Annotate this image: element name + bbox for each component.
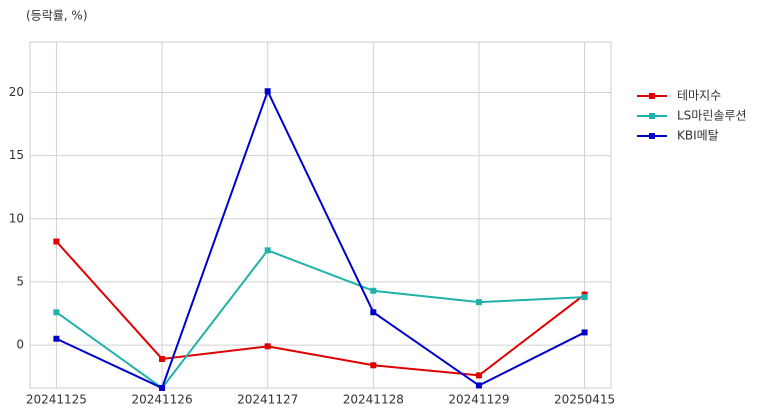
point bbox=[581, 294, 588, 301]
point bbox=[475, 382, 482, 389]
point bbox=[264, 247, 271, 254]
series-line bbox=[55, 88, 586, 390]
legend-label: 테마지수 bbox=[677, 89, 721, 103]
legend-marker bbox=[649, 93, 655, 99]
legend-label: LS마린솔루션 bbox=[677, 109, 747, 123]
point bbox=[475, 372, 482, 379]
point bbox=[159, 355, 166, 362]
y-tick-label: 5 bbox=[16, 274, 24, 288]
series-line bbox=[55, 249, 585, 390]
point bbox=[581, 329, 588, 336]
x-tick-label: 20241125 bbox=[26, 393, 87, 407]
point bbox=[370, 362, 377, 369]
x-tick-label: 20241129 bbox=[448, 393, 509, 407]
x-tick-label: 20241128 bbox=[343, 393, 404, 407]
legend-marker bbox=[649, 113, 655, 119]
y-axis-label: (등락률, %) bbox=[26, 9, 88, 23]
point bbox=[53, 238, 60, 245]
point bbox=[370, 309, 377, 316]
x-tick-label: 20241126 bbox=[132, 393, 193, 407]
legend-marker bbox=[649, 133, 655, 139]
point bbox=[53, 309, 60, 316]
point bbox=[264, 343, 271, 350]
point bbox=[264, 88, 271, 95]
point bbox=[159, 385, 166, 391]
x-tick-label: 20241127 bbox=[237, 393, 298, 407]
plot-area bbox=[29, 41, 612, 389]
y-tick-label: 0 bbox=[16, 338, 24, 352]
x-tick-label: 20250415 bbox=[554, 393, 615, 407]
y-tick-label: 10 bbox=[9, 211, 24, 225]
point bbox=[475, 299, 482, 306]
point bbox=[53, 335, 60, 342]
y-tick-label: 15 bbox=[9, 148, 24, 162]
y-tick-label: 20 bbox=[9, 85, 24, 99]
point bbox=[370, 287, 377, 294]
series-line bbox=[55, 240, 586, 377]
legend-label: KBI메탈 bbox=[677, 129, 719, 143]
